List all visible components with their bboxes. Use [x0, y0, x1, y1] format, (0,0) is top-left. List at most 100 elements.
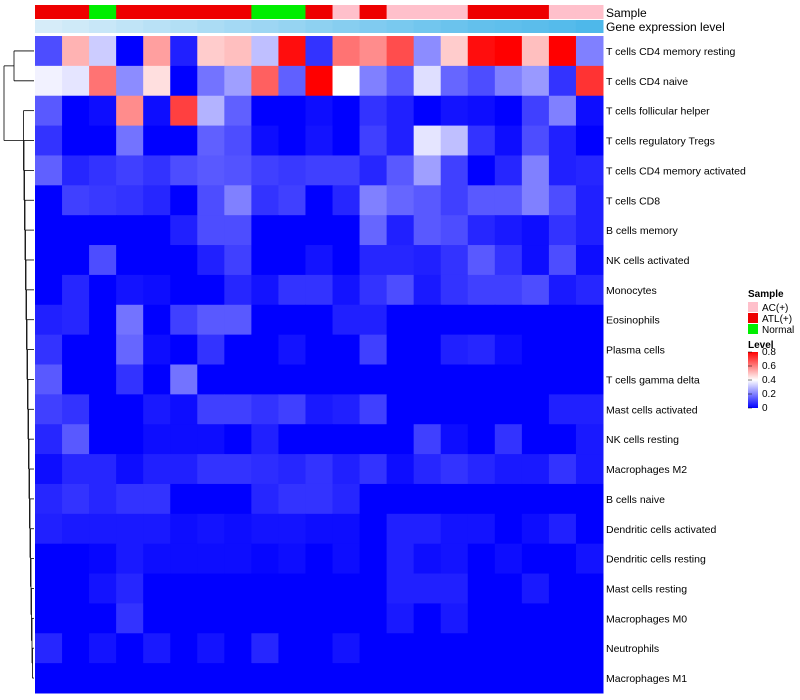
heatmap-cell: [170, 633, 198, 664]
heatmap-cell: [305, 603, 334, 634]
row-label: Mast cells activated: [606, 404, 698, 416]
heatmap-cell: [62, 95, 90, 127]
sample-annotation-cell: [35, 5, 63, 19]
heatmap-cell: [332, 334, 361, 365]
row-label: T cells gamma delta: [606, 374, 700, 386]
heatmap-cell: [413, 155, 442, 186]
heatmap-cell: [143, 334, 171, 365]
heatmap-cell: [251, 364, 279, 395]
heatmap-cell: [116, 394, 144, 425]
heatmap-cell: [386, 274, 415, 306]
heatmap-cell: [413, 394, 442, 425]
heatmap-cell: [413, 454, 442, 485]
heatmap-cell: [467, 185, 496, 216]
heatmap-cell: [386, 215, 415, 246]
heatmap-cell: [359, 36, 388, 67]
heatmap-cell: [332, 454, 361, 485]
heatmap-cell: [467, 304, 496, 336]
heatmap-cell: [494, 483, 523, 515]
heatmap-cell: [170, 364, 198, 395]
sample-annotation-cell: [494, 5, 523, 19]
heatmap-cell: [62, 155, 90, 186]
heatmap-cell: [440, 155, 469, 186]
heatmap-cell: [575, 424, 604, 455]
heatmap-cell: [413, 36, 442, 67]
heatmap-cell: [251, 543, 279, 575]
heatmap-cell: [359, 185, 388, 216]
heatmap-cell: [305, 304, 334, 336]
heatmap-cell: [359, 663, 388, 694]
heatmap-cell: [494, 215, 523, 246]
heatmap-cell: [35, 394, 63, 425]
heatmap-cell: [467, 334, 496, 365]
heatmap-cell: [278, 454, 306, 485]
expression-annotation-cell: [332, 20, 361, 33]
heatmap-cell: [548, 394, 577, 425]
heatmap-cell: [35, 36, 63, 67]
heatmap-cell: [89, 483, 117, 515]
row-label: T cells regulatory Tregs: [606, 136, 715, 148]
heatmap-cell: [359, 334, 388, 365]
heatmap-cell: [35, 364, 63, 395]
legend-swatch-ac: [748, 302, 758, 312]
heatmap-cell: [251, 36, 279, 67]
heatmap-cell: [494, 334, 523, 365]
heatmap-cell: [278, 543, 306, 575]
heatmap-cell: [89, 155, 117, 186]
expression-annotation-cell: [143, 20, 171, 33]
heatmap-cell: [170, 125, 198, 156]
heatmap-cell: [575, 245, 604, 276]
heatmap-cell: [278, 245, 306, 276]
heatmap-cell: [170, 603, 198, 634]
heatmap-cell: [575, 95, 604, 127]
heatmap-cell: [89, 125, 117, 156]
heatmap-cell: [62, 125, 90, 156]
heatmap-cell: [35, 334, 63, 365]
row-label: Monocytes: [606, 285, 657, 297]
heatmap-cell: [116, 334, 144, 365]
heatmap-cell: [440, 424, 469, 455]
heatmap-cell: [197, 454, 225, 485]
heatmap-cell: [440, 304, 469, 336]
heatmap-cell: [467, 424, 496, 455]
heatmap-cell: [440, 36, 469, 67]
heatmap-cell: [224, 573, 252, 604]
heatmap-cell: [305, 36, 334, 67]
heatmap-cell: [467, 483, 496, 515]
heatmap-cell: [116, 215, 144, 246]
heatmap-cell: [251, 95, 279, 127]
expression-annotation-cell: [386, 20, 415, 33]
heatmap-cell: [62, 603, 90, 634]
heatmap-cell: [467, 65, 496, 97]
heatmap-cell: [467, 36, 496, 67]
heatmap-cell: [305, 245, 334, 276]
heatmap-cell: [359, 245, 388, 276]
heatmap-cell: [116, 36, 144, 67]
heatmap-cell: [143, 513, 171, 545]
heatmap-cell: [359, 274, 388, 306]
heatmap-cell: [224, 603, 252, 634]
heatmap-cell: [575, 364, 604, 395]
heatmap-cell: [413, 513, 442, 545]
heatmap-cell: [278, 633, 306, 664]
heatmap-cell: [305, 573, 334, 604]
heatmap-cell: [143, 155, 171, 186]
heatmap-cell: [548, 543, 577, 575]
heatmap-cell: [35, 95, 63, 127]
row-label: T cells CD4 memory activated: [606, 165, 746, 177]
heatmap-cell: [494, 543, 523, 575]
heatmap-cell: [467, 245, 496, 276]
heatmap-cell: [332, 483, 361, 515]
heatmap-cell: [143, 364, 171, 395]
heatmap-cell: [197, 36, 225, 67]
heatmap-cell: [386, 454, 415, 485]
sample-annotation-cell: [62, 5, 90, 19]
heatmap-cell: [143, 394, 171, 425]
heatmap-cell: [305, 185, 334, 216]
heatmap-cell: [575, 155, 604, 186]
heatmap-cell: [494, 125, 523, 156]
heatmap-cell: [521, 603, 550, 634]
heatmap-cell: [224, 215, 252, 246]
heatmap-cell: [440, 394, 469, 425]
heatmap-cell: [116, 245, 144, 276]
